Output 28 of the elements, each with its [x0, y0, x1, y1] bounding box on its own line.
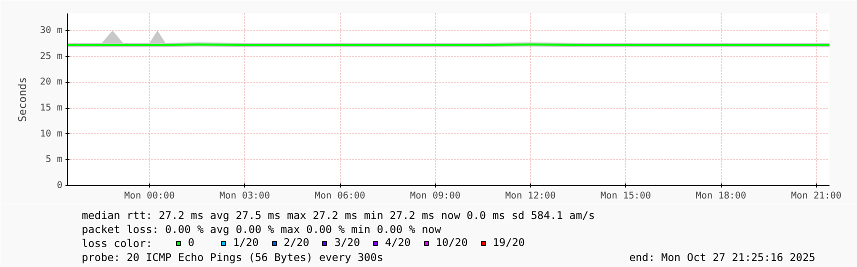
- y-tick-label: 15 m: [40, 102, 63, 114]
- legend-label: 1/20: [233, 236, 259, 249]
- x-tick-label: Mon 03:00: [220, 190, 270, 202]
- y-tick-label: 5 m: [46, 154, 63, 166]
- legend-label: 0: [188, 236, 196, 249]
- legend-label: 10/20: [436, 236, 468, 249]
- x-tick-label: Mon 00:00: [124, 190, 176, 202]
- y-tick-label: 20 m: [40, 76, 63, 88]
- x-tick-label: Mon 06:00: [314, 190, 366, 202]
- y-tick-label: 0: [56, 180, 63, 191]
- text: end: Mon Oct 27 21:25:16 2025: [629, 251, 816, 264]
- text: probe: 20 ICMP Echo Pings (56 Bytes) every 300s: [82, 251, 384, 264]
- x-tick-label: Mon 15:00: [600, 190, 652, 202]
- text: packet loss: 0.00 % avg 0.00 % max 0.00 % min 0.00 % now: [82, 223, 442, 236]
- legend-title: loss color:: [82, 237, 152, 250]
- legend-label: 19/20: [492, 236, 525, 249]
- x-tick-label: Mon 09:00: [410, 190, 461, 202]
- legend-label: 4/20: [385, 236, 411, 249]
- x-tick-label: Mon 18:00: [696, 190, 747, 202]
- y-tick-label: 10 m: [40, 128, 63, 140]
- legend-label: 2/20: [284, 236, 310, 249]
- x-tick-label: Mon 12:00: [505, 190, 556, 202]
- y-axis-title: Seconds: [16, 77, 30, 122]
- y-tick-label: 25 m: [40, 50, 63, 62]
- y-tick-label: 30 m: [40, 25, 63, 36]
- text: median rtt: 27.2 ms avg 27.5 ms max 27.2 ms min 27.2 ms now 0.0 ms sd 584.1 am/s: [82, 209, 595, 222]
- legend-label: 3/20: [334, 236, 360, 249]
- x-tick-label: Mon 21:00: [791, 190, 842, 202]
